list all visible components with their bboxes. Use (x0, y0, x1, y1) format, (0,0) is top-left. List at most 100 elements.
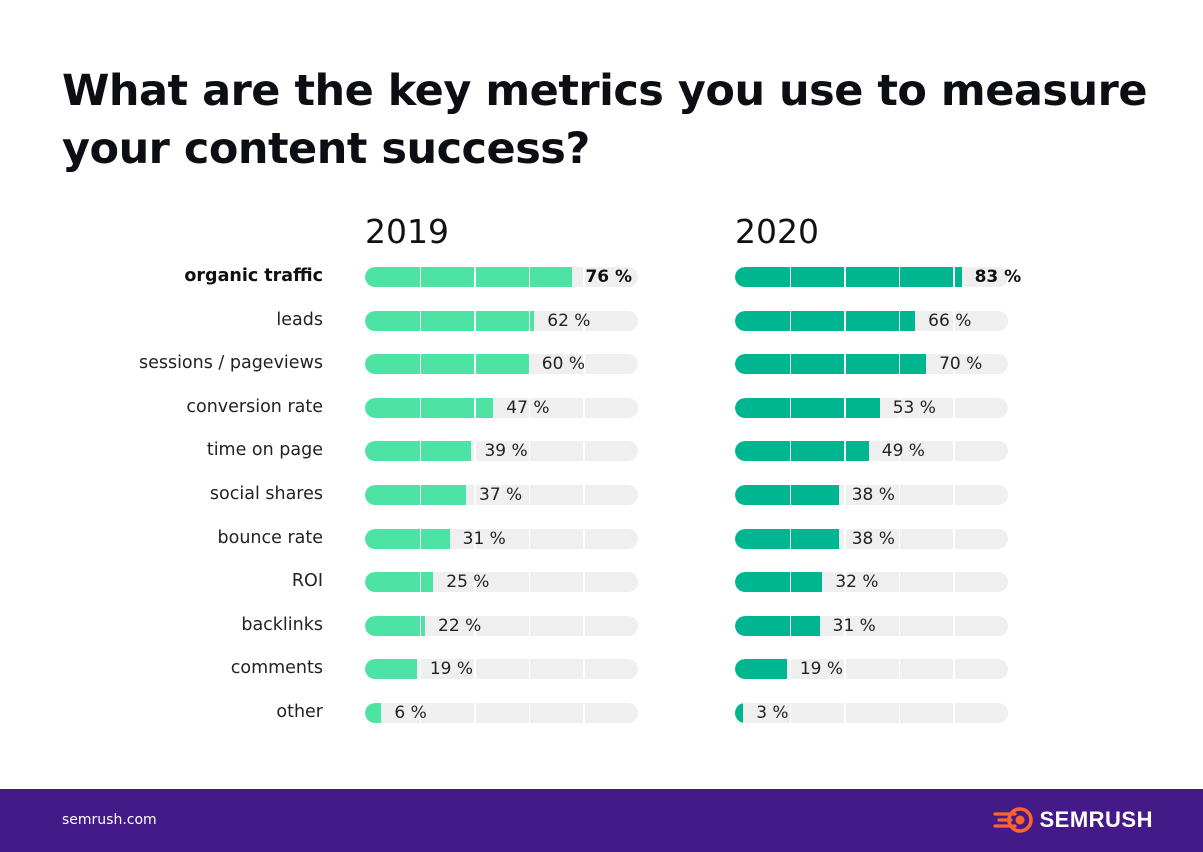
value-label-2019-sessions-pageviews: 60 % (541, 354, 585, 375)
bar-track-2020-other (735, 703, 1008, 723)
gridline-80 (583, 310, 585, 331)
category-label-other: other (276, 702, 323, 722)
gridline-40 (844, 572, 846, 593)
bar-track-2019-leads (365, 310, 638, 331)
value-label-2019-social-shares: 37 % (479, 485, 523, 505)
bar-track-2019-time-on-page (365, 441, 638, 462)
bar-track-2020-social-shares (735, 485, 1008, 505)
bar-track-2020-backlinks (735, 615, 1008, 636)
value-label-2019-comments: 19 % (429, 659, 474, 680)
category-label-leads: leads (276, 309, 323, 330)
gridline-20 (789, 703, 792, 723)
gridline-20 (789, 528, 792, 549)
bar-track-2019-sessions-pageviews (365, 354, 638, 375)
bar-2020-time-on-page (735, 441, 869, 462)
gridline-40 (844, 441, 846, 462)
category-label-backlinks: backlinks (241, 614, 323, 635)
gridline-60 (898, 267, 901, 287)
bar-2020-organic-traffic (735, 267, 962, 287)
gridline-40 (474, 703, 476, 723)
bar-2020-roi (735, 572, 823, 593)
gridline-60 (898, 485, 901, 505)
value-label-2019-leads: 62 % (547, 310, 591, 331)
gridline-80 (953, 354, 955, 375)
gridline-20 (419, 703, 422, 723)
gridline-20 (419, 528, 422, 549)
bar-2019-other (365, 703, 382, 723)
bar-track-2020-sessions-pageviews (735, 354, 1008, 375)
category-label-time-on-page: time on page (206, 440, 323, 461)
bar-2020-other (735, 703, 744, 723)
value-label-2020-organic-traffic: 83 % (974, 267, 1022, 287)
gridline-60 (528, 310, 531, 331)
bar-2020-backlinks (735, 615, 820, 636)
bar-2019-time-on-page (365, 441, 472, 462)
semrush-fire-icon (993, 807, 1034, 833)
gridline-60 (898, 703, 901, 723)
category-label-roi: ROI (291, 571, 323, 592)
gridline-20 (789, 659, 792, 680)
value-label-2020-other: 3 % (756, 703, 789, 723)
bar-2019-social-shares (365, 485, 466, 505)
gridline-60 (898, 615, 901, 636)
bar-2020-sessions-pageviews (735, 354, 927, 375)
gridline-80 (583, 572, 585, 593)
bar-track-2019-organic-traffic (365, 267, 638, 287)
gridline-80 (583, 354, 585, 375)
gridline-20 (789, 267, 792, 287)
gridline-40 (474, 310, 476, 331)
gridline-20 (419, 267, 422, 287)
gridline-40 (844, 310, 846, 331)
gridline-20 (419, 354, 422, 375)
bar-2019-organic-traffic (365, 267, 573, 287)
bar-track-2020-leads (735, 310, 1008, 331)
gridline-40 (474, 659, 476, 680)
bar-2020-social-shares (735, 485, 839, 505)
gridline-40 (474, 615, 476, 636)
bar-track-2020-time-on-page (735, 441, 1008, 462)
gridline-60 (528, 354, 531, 375)
gridline-80 (953, 441, 955, 462)
value-label-2020-comments: 19 % (799, 659, 844, 680)
bar-2019-bounce-rate (365, 528, 450, 549)
gridline-60 (528, 267, 531, 287)
bar-track-2019-other (365, 703, 638, 723)
gridline-20 (789, 615, 792, 636)
gridline-80 (953, 615, 955, 636)
gridline-20 (419, 485, 422, 505)
category-label-organic-traffic: organic traffic (184, 266, 323, 286)
gridline-80 (953, 397, 955, 418)
gridline-40 (474, 485, 476, 505)
gridline-80 (583, 267, 585, 287)
bar-track-2019-roi (365, 572, 638, 593)
value-label-2019-conversion-rate: 47 % (506, 397, 550, 418)
value-label-2019-organic-traffic: 76 % (585, 267, 633, 287)
bar-track-2020-bounce-rate (735, 528, 1008, 549)
value-label-2020-conversion-rate: 53 % (892, 397, 936, 418)
site-link[interactable]: semrush.com (62, 812, 157, 828)
bar-2019-sessions-pageviews (365, 354, 529, 375)
gridline-60 (898, 354, 901, 375)
gridline-60 (528, 441, 531, 462)
gridline-60 (528, 615, 531, 636)
gridline-80 (953, 310, 955, 331)
gridline-60 (898, 659, 901, 680)
brand-name: SEMRUSH (1039, 807, 1153, 832)
value-label-2019-bounce-rate: 31 % (462, 528, 506, 549)
bar-track-2019-conversion-rate (365, 397, 638, 418)
bar-2019-leads (365, 310, 535, 331)
gridline-20 (789, 441, 792, 462)
value-label-2019-other: 6 % (394, 703, 427, 723)
bar-2019-comments (365, 659, 417, 680)
gridline-40 (844, 528, 846, 549)
gridline-60 (898, 441, 901, 462)
gridline-40 (474, 267, 476, 287)
value-label-2019-roi: 25 % (446, 572, 490, 593)
gridline-60 (528, 397, 531, 418)
gridline-40 (844, 354, 846, 375)
category-label-conversion-rate: conversion rate (186, 396, 323, 417)
bar-track-2019-social-shares (365, 485, 638, 505)
bar-2019-roi (365, 572, 434, 593)
gridline-20 (419, 615, 422, 636)
bar-track-2019-comments (365, 659, 638, 680)
